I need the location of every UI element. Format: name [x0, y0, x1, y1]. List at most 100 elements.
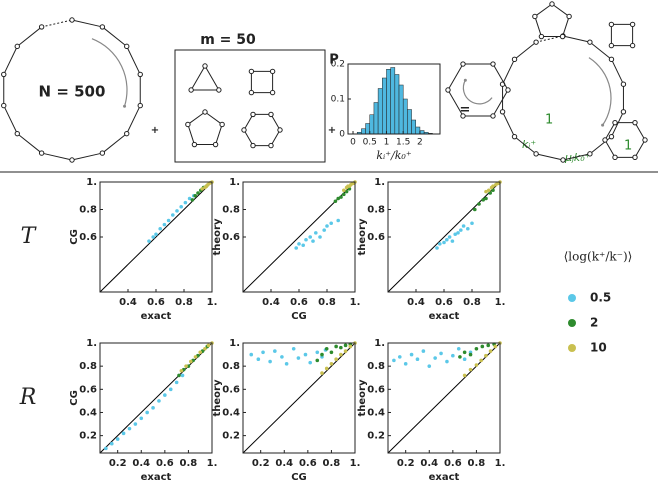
- point: [342, 188, 346, 193]
- x-tick-label: 0.8: [318, 297, 336, 308]
- node: [69, 157, 75, 163]
- node: [460, 61, 466, 67]
- point: [318, 235, 322, 239]
- edge: [562, 16, 570, 37]
- x-tick-label: 0.4: [262, 297, 280, 308]
- point: [104, 446, 108, 451]
- point: [462, 350, 467, 355]
- node: [250, 111, 256, 118]
- edge: [514, 136, 537, 155]
- edge: [243, 129, 254, 146]
- x-tick-label: 0.5: [363, 138, 377, 148]
- y-tick-label: 0.4: [367, 407, 385, 418]
- x-tick-label: 1.: [350, 458, 361, 469]
- point: [435, 246, 439, 250]
- point: [442, 240, 446, 245]
- point: [479, 358, 483, 363]
- y-tick-label: 0.1: [331, 95, 345, 105]
- x-label: exact: [429, 311, 460, 322]
- point: [451, 353, 455, 358]
- y-tick-label: 1.: [86, 338, 97, 349]
- row-label: T: [21, 224, 38, 249]
- y-tick-label: 0.8: [367, 205, 385, 216]
- point: [453, 232, 458, 237]
- point: [487, 188, 491, 193]
- point: [304, 237, 308, 242]
- node: [612, 154, 618, 161]
- hist-bar: [361, 128, 366, 135]
- node: [38, 150, 45, 156]
- node: [490, 61, 496, 67]
- edge: [534, 3, 553, 17]
- point: [348, 344, 353, 349]
- edge: [551, 3, 570, 17]
- y-tick-label: 0.6: [222, 232, 240, 243]
- node: [250, 142, 256, 149]
- point: [493, 344, 498, 349]
- point: [484, 189, 488, 194]
- edge: [71, 19, 103, 28]
- legend-label: 0.5: [590, 291, 611, 305]
- point: [339, 352, 343, 357]
- y-tick-label: 0.6: [367, 232, 385, 243]
- point: [339, 345, 343, 350]
- point: [473, 207, 477, 212]
- x-tick-label: 0.6: [156, 458, 174, 469]
- x-tick-label: 2: [417, 138, 423, 148]
- edge-label: 1: [624, 139, 632, 154]
- x-tick-label: 0.4: [275, 458, 293, 469]
- edge: [589, 41, 612, 60]
- y-tick-label: 1.: [229, 177, 240, 188]
- y-tick-label: 0.6: [79, 232, 97, 243]
- node: [188, 87, 194, 93]
- point: [329, 362, 334, 366]
- equals: =: [460, 103, 471, 118]
- point: [450, 239, 455, 243]
- hist-bar: [411, 119, 416, 135]
- point: [200, 187, 204, 191]
- point: [174, 380, 179, 385]
- point: [177, 373, 181, 378]
- y-tick-label: 0.8: [79, 361, 97, 372]
- arrow-head: [463, 78, 467, 82]
- y-label: CG: [69, 390, 80, 406]
- arrow: [91, 38, 128, 107]
- legend-label: 2: [590, 316, 598, 330]
- axes-box: [387, 342, 501, 454]
- point: [439, 351, 443, 356]
- n-label: N = 500: [39, 83, 106, 101]
- point: [324, 346, 329, 351]
- point: [392, 358, 396, 363]
- x-tick-label: 0.8: [175, 297, 193, 308]
- node: [248, 68, 255, 75]
- y-tick-label: 0.6: [367, 384, 385, 395]
- point: [325, 224, 329, 228]
- edge: [562, 153, 591, 161]
- hist-bar: [386, 69, 391, 135]
- hist-bar: [394, 74, 400, 135]
- y-label: theory: [212, 218, 223, 255]
- y-tick-label: 0.8: [222, 205, 240, 216]
- x-tick-label: 0.4: [132, 458, 150, 469]
- point: [474, 346, 479, 351]
- x-label: exact: [141, 311, 172, 322]
- point: [342, 192, 346, 197]
- point: [445, 237, 449, 242]
- edge: [611, 59, 624, 85]
- y-tick-label: 0.2: [367, 431, 385, 442]
- x-label: CG: [291, 311, 307, 322]
- point: [421, 349, 426, 353]
- point: [168, 387, 173, 392]
- edge: [535, 35, 564, 43]
- point: [179, 204, 183, 209]
- edge: [562, 35, 591, 43]
- point: [311, 239, 315, 243]
- point: [268, 359, 272, 364]
- node: [202, 63, 208, 69]
- point: [294, 246, 299, 250]
- point: [329, 350, 334, 355]
- node: [445, 87, 451, 93]
- node: [620, 109, 627, 115]
- x-tick-label: 1: [384, 138, 390, 148]
